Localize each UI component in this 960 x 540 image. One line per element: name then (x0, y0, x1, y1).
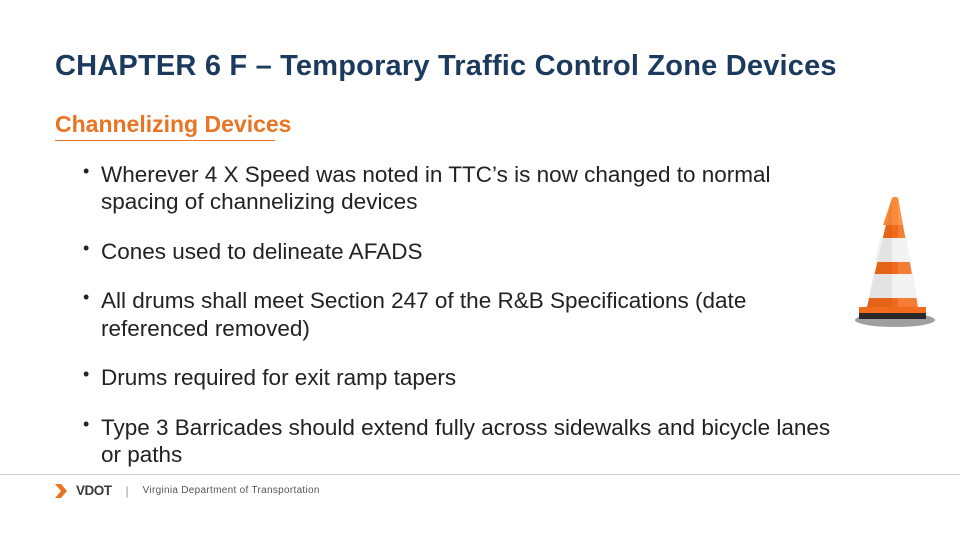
traffic-cone-icon (845, 190, 940, 330)
bullet-item: All drums shall meet Section 247 of the … (83, 287, 853, 342)
footer-org: Virginia Department of Transportation (143, 485, 320, 496)
logo-text: VDOT (76, 483, 112, 498)
bullet-item: Drums required for exit ramp tapers (83, 364, 853, 391)
bullet-item: Type 3 Barricades should extend fully ac… (83, 414, 853, 469)
slide-subtitle: Channelizing Devices (55, 111, 905, 138)
footer-inner: VDOT | Virginia Department of Transporta… (0, 475, 960, 498)
slide-title: CHAPTER 6 F – Temporary Traffic Control … (55, 50, 905, 83)
bullet-item: Wherever 4 X Speed was noted in TTC’s is… (83, 161, 853, 216)
slide-footer: VDOT | Virginia Department of Transporta… (0, 474, 960, 510)
subtitle-underline (55, 140, 275, 141)
vdot-logo: VDOT (55, 483, 112, 498)
presentation-slide: CHAPTER 6 F – Temporary Traffic Control … (0, 0, 960, 540)
vdot-chevron-icon (55, 484, 73, 498)
footer-separator: | (126, 484, 129, 498)
bullet-item: Cones used to delineate AFADS (83, 238, 853, 265)
slide-content: Wherever 4 X Speed was noted in TTC’s is… (55, 161, 905, 469)
bullet-list: Wherever 4 X Speed was noted in TTC’s is… (55, 161, 905, 469)
